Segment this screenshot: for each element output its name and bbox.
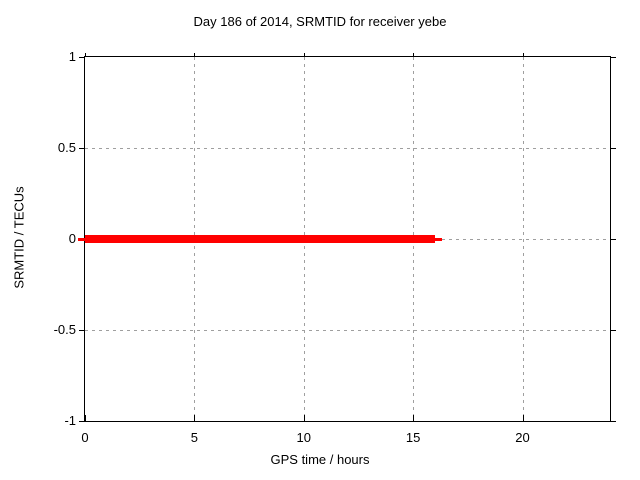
y-tick: [79, 421, 84, 422]
x-tick: [303, 415, 305, 421]
x-tick-label: 0: [81, 430, 89, 445]
y-gridline: [85, 330, 610, 331]
y-tick-label: 0.5: [57, 140, 76, 155]
y-tick-right: [611, 57, 616, 58]
y-tick: [79, 148, 84, 149]
x-tick: [194, 415, 196, 421]
y-tick-right: [611, 148, 616, 149]
x-tick-label: 5: [190, 430, 198, 445]
x-tick-top: [194, 53, 196, 57]
series-line-lead: [78, 237, 85, 241]
y-tick-label: 0: [68, 231, 76, 246]
x-tick-top: [522, 53, 524, 57]
x-tick-top: [413, 53, 415, 57]
plot-area: 0 5 10 15 20 -1 -0.5 0 0.5 1: [54, 49, 616, 445]
x-tick-label: 10: [296, 430, 311, 445]
y-gridline: [85, 148, 610, 149]
y-tick-right: [611, 239, 616, 240]
x-tick: [413, 415, 415, 421]
y-tick-label: -0.5: [53, 322, 76, 337]
y-tick-label: 1: [68, 49, 76, 64]
y-tick-right: [611, 421, 616, 422]
x-tick: [85, 415, 86, 421]
x-axis-label: GPS time / hours: [270, 452, 370, 467]
x-tick-label: 20: [515, 430, 530, 445]
chart-title: Day 186 of 2014, SRMTID for receiver yeb…: [193, 14, 447, 29]
series-line-tail: [435, 237, 442, 241]
y-tick: [79, 330, 84, 331]
series-line: [85, 235, 435, 243]
y-tick-right: [611, 330, 616, 331]
x-tick-top: [85, 53, 86, 57]
y-tick-label: -1: [64, 413, 76, 428]
x-tick-label: 15: [405, 430, 421, 445]
x-tick-top: [303, 53, 305, 57]
y-tick: [79, 57, 84, 58]
x-tick: [522, 415, 524, 421]
